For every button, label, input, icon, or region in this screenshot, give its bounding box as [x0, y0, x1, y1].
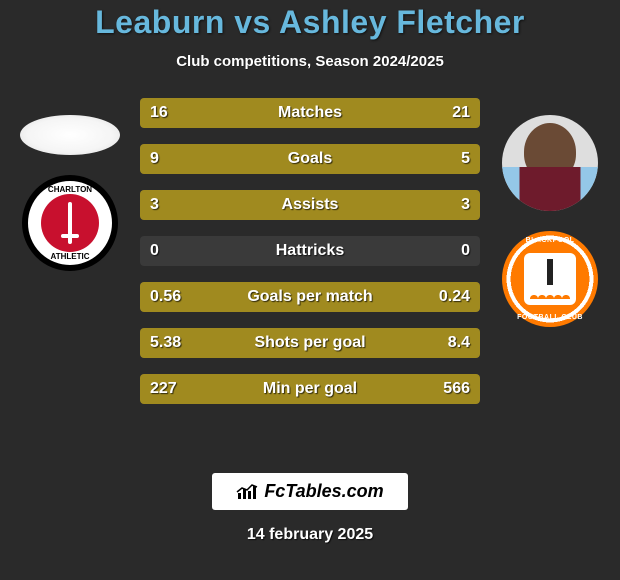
page-title: Leaburn vs Ashley Fletcher — [0, 4, 620, 41]
comparison-infographic: Leaburn vs Ashley Fletcher Club competit… — [0, 0, 620, 580]
stat-label: Min per goal — [140, 374, 480, 404]
stat-label: Goals — [140, 144, 480, 174]
stat-row: 0.560.24Goals per match — [140, 282, 480, 312]
footer: FcTables.com 14 february 2025 — [0, 473, 620, 544]
stat-label: Hattricks — [140, 236, 480, 266]
chart-icon — [236, 483, 258, 501]
stat-bars-column: 1621Matches 95Goals 33Assists 00Hattricks 0.… — [140, 98, 480, 420]
stats-area: 1621Matches 95Goals 33Assists 00Hattricks 0.… — [0, 98, 620, 428]
brand-text: FcTables.com — [264, 481, 383, 502]
subtitle: Club competitions, Season 2024/2025 — [0, 53, 620, 70]
stat-label: Assists — [140, 190, 480, 220]
stat-label: Shots per goal — [140, 328, 480, 358]
stat-label: Matches — [140, 98, 480, 128]
date-text: 14 february 2025 — [247, 526, 373, 544]
stat-row: 227566Min per goal — [140, 374, 480, 404]
stat-label: Goals per match — [140, 282, 480, 312]
stat-row: 1621Matches — [140, 98, 480, 128]
stat-row: 5.388.4Shots per goal — [140, 328, 480, 358]
brand-box: FcTables.com — [212, 473, 407, 510]
stat-row: 00Hattricks — [140, 236, 480, 266]
stat-row: 33Assists — [140, 190, 480, 220]
stat-row: 95Goals — [140, 144, 480, 174]
